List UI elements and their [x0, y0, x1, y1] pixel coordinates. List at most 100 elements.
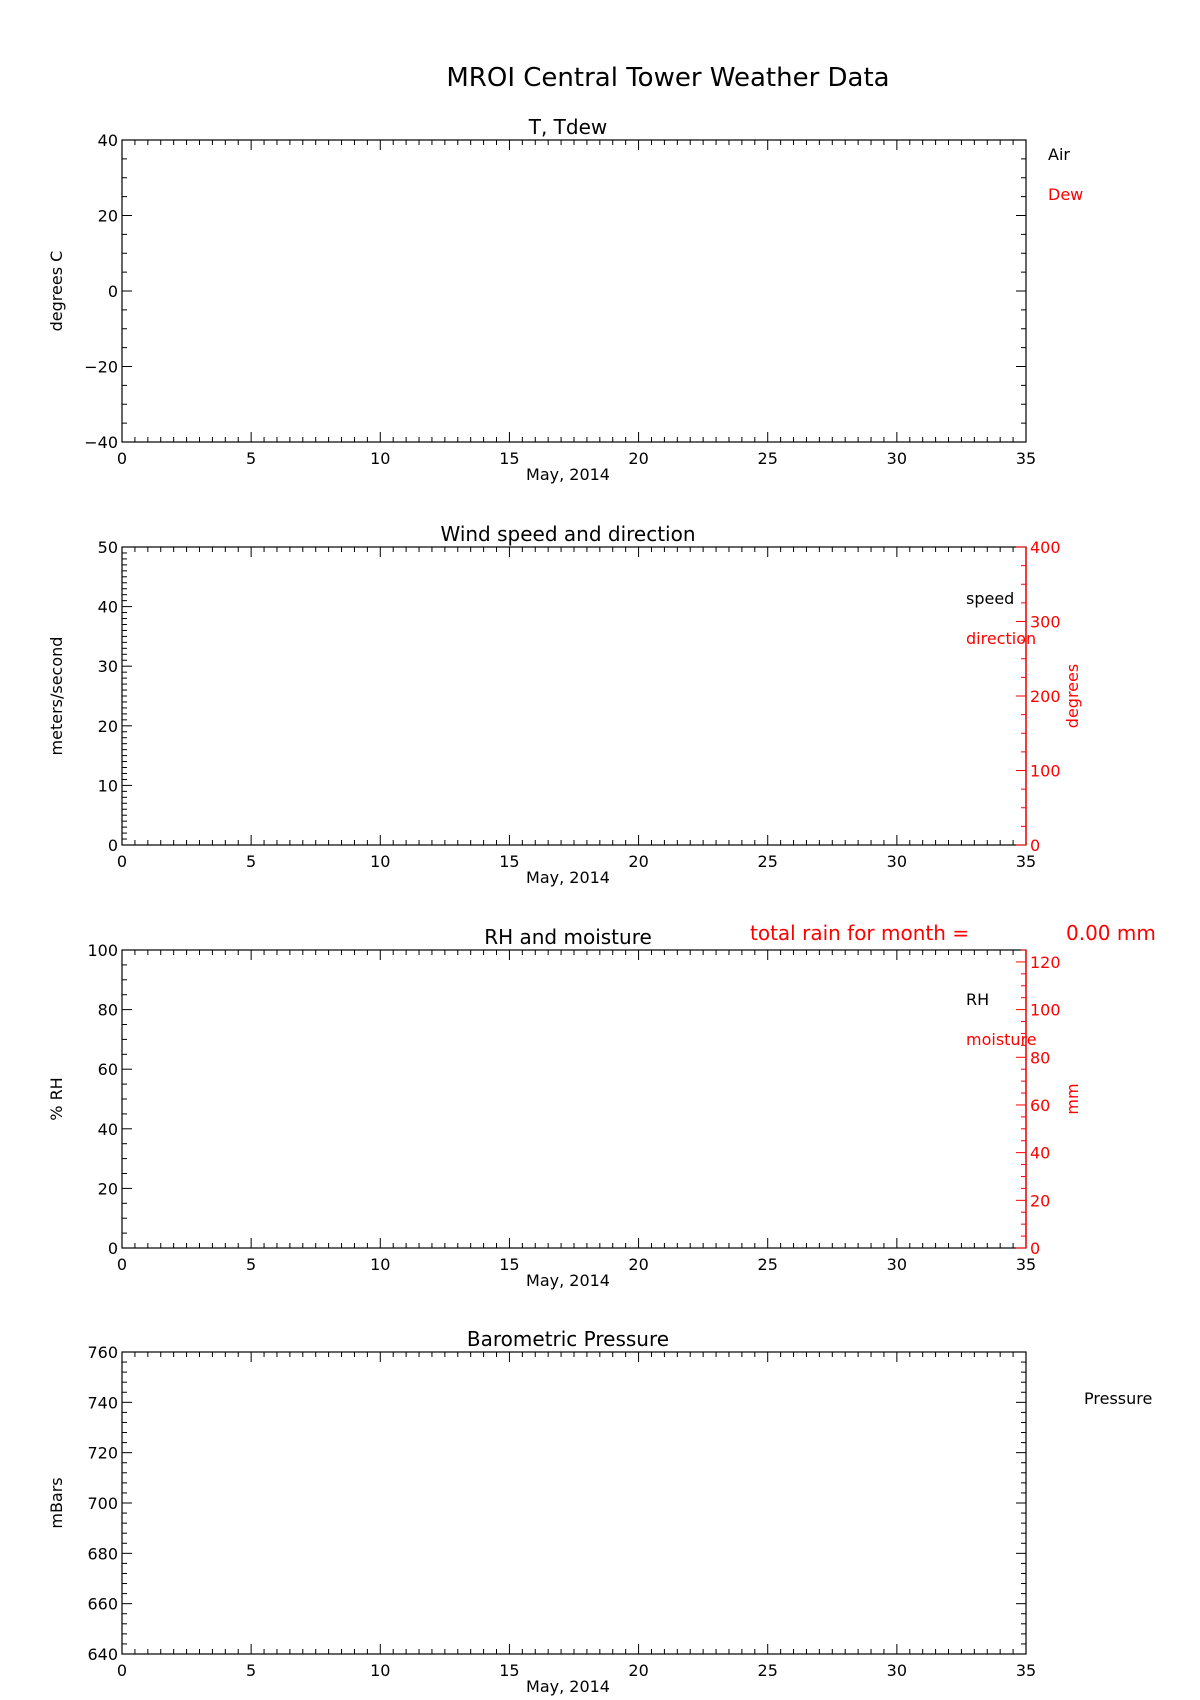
- x-tick-label: 25: [758, 852, 778, 871]
- x-tick-label: 10: [370, 1661, 390, 1680]
- x-tick-label: 0: [117, 1255, 127, 1274]
- panel-2: Wind speed and direction 0 5 10 15 20 25 30 35 Ma…: [47, 522, 1082, 887]
- x-axis-label: May, 2014: [526, 465, 610, 484]
- x-tick-label: 15: [499, 449, 519, 468]
- x-tick-label: 30: [887, 852, 907, 871]
- legend-direction: direction: [966, 629, 1036, 648]
- x-tick-label: 0: [117, 449, 127, 468]
- y2-tick-label: 80: [1030, 1048, 1050, 1067]
- y2-tick-label: 0: [1030, 1239, 1040, 1258]
- x-tick-label: 25: [758, 1661, 778, 1680]
- y-tick-label: 20: [98, 717, 118, 736]
- legend-speed: speed: [966, 589, 1014, 608]
- x-tick-label: 25: [758, 449, 778, 468]
- y-tick-label: 700: [87, 1494, 118, 1513]
- panel-4: Barometric Pressure 0 5 10 15 20 25 30 35 May, 20…: [47, 1327, 1152, 1696]
- rain-total-value: 0.00 mm: [1066, 921, 1156, 945]
- plot-frame: [121, 139, 1027, 443]
- y2-axis-label: degrees: [1063, 664, 1082, 728]
- x-tick-label: 35: [1016, 1661, 1036, 1680]
- y2-tick-label: 60: [1030, 1096, 1050, 1115]
- y2-tick-label: 0: [1030, 836, 1040, 855]
- x-tick-label: 0: [117, 1661, 127, 1680]
- y-tick-label: 660: [87, 1595, 118, 1614]
- panel-3: RH and moisture total rain for month = 0.0…: [47, 921, 1156, 1290]
- panel-title: RH and moisture: [484, 925, 652, 949]
- y-tick-label: 720: [87, 1444, 118, 1463]
- y-tick-label: 0: [108, 836, 118, 855]
- chart-panels: T, Tdew 0 5 10 15 20 25 30 35 May, 2014 −40 −20 0 20 4…: [47, 115, 1156, 1696]
- legend-moisture: moisture: [966, 1030, 1037, 1049]
- y2-tick-label: 300: [1030, 613, 1061, 632]
- x-tick-label: 25: [758, 1255, 778, 1274]
- y2-tick-label: 200: [1030, 687, 1061, 706]
- x-tick-label: 30: [887, 449, 907, 468]
- y-tick-label: 60: [98, 1060, 118, 1079]
- y-tick-label: 680: [87, 1544, 118, 1563]
- x-axis-label: May, 2014: [526, 1271, 610, 1290]
- x-tick-label: 0: [117, 852, 127, 871]
- x-tick-label: 10: [370, 1255, 390, 1274]
- panel-title: T, Tdew: [528, 115, 608, 139]
- y2-tick-label: 40: [1030, 1144, 1050, 1163]
- y-tick-label: 20: [98, 1179, 118, 1198]
- panel-title: Wind speed and direction: [440, 522, 695, 546]
- y-tick-label: 0: [108, 282, 118, 301]
- x-axis-label: May, 2014: [526, 1677, 610, 1696]
- y2-tick-label: 400: [1030, 538, 1061, 557]
- plot-frame: [121, 949, 1027, 1249]
- y-tick-label: 640: [87, 1645, 118, 1664]
- y-axis-label: % RH: [47, 1077, 66, 1120]
- y-tick-label: 30: [98, 657, 118, 676]
- y-tick-label: 20: [98, 207, 118, 226]
- x-tick-label: 15: [499, 1255, 519, 1274]
- rain-total-label: total rain for month =: [750, 921, 969, 945]
- y-axis-label: meters/second: [47, 637, 66, 756]
- x-tick-label: 10: [370, 852, 390, 871]
- x-axis-label: May, 2014: [526, 868, 610, 887]
- x-tick-label: 20: [628, 1661, 648, 1680]
- panel-title: Barometric Pressure: [467, 1327, 669, 1351]
- y-tick-label: 100: [87, 941, 118, 960]
- legend-pressure: Pressure: [1084, 1389, 1152, 1408]
- y-tick-label: 40: [98, 131, 118, 150]
- x-tick-label: 15: [499, 852, 519, 871]
- x-tick-label: 5: [246, 1661, 256, 1680]
- x-tick-label: 20: [628, 1255, 648, 1274]
- y2-tick-label: 100: [1030, 762, 1061, 781]
- x-tick-label: 5: [246, 1255, 256, 1274]
- y-tick-label: 50: [98, 538, 118, 557]
- figure-title: MROI Central Tower Weather Data: [446, 63, 889, 93]
- x-tick-label: 35: [1016, 1255, 1036, 1274]
- y-axis-label: mBars: [47, 1477, 66, 1528]
- panel-1: T, Tdew 0 5 10 15 20 25 30 35 May, 2014 −40 −20 0 20 4…: [47, 115, 1083, 484]
- y2-axis-label: mm: [1063, 1083, 1082, 1114]
- plot-frame: [121, 1351, 1027, 1655]
- y-axis-label: degrees C: [47, 251, 66, 332]
- x-tick-label: 30: [887, 1661, 907, 1680]
- legend-dew: Dew: [1048, 185, 1083, 204]
- legend-air: Air: [1048, 145, 1070, 164]
- x-tick-label: 20: [628, 852, 648, 871]
- y-tick-label: 40: [98, 598, 118, 617]
- x-tick-label: 35: [1016, 449, 1036, 468]
- x-tick-label: 5: [246, 449, 256, 468]
- y-tick-label: 740: [87, 1393, 118, 1412]
- y-tick-label: −40: [84, 433, 118, 452]
- x-tick-label: 20: [628, 449, 648, 468]
- legend-rh: RH: [966, 990, 989, 1009]
- y-tick-label: 0: [108, 1239, 118, 1258]
- plot-frame: [121, 546, 1027, 846]
- x-tick-label: 5: [246, 852, 256, 871]
- x-tick-label: 10: [370, 449, 390, 468]
- x-tick-label: 15: [499, 1661, 519, 1680]
- y-tick-label: −20: [84, 358, 118, 377]
- y2-tick-label: 20: [1030, 1191, 1050, 1210]
- y-tick-label: 80: [98, 1001, 118, 1020]
- x-tick-label: 30: [887, 1255, 907, 1274]
- x-tick-label: 35: [1016, 852, 1036, 871]
- y-tick-label: 10: [98, 776, 118, 795]
- y2-tick-label: 120: [1030, 953, 1061, 972]
- y-tick-label: 40: [98, 1120, 118, 1139]
